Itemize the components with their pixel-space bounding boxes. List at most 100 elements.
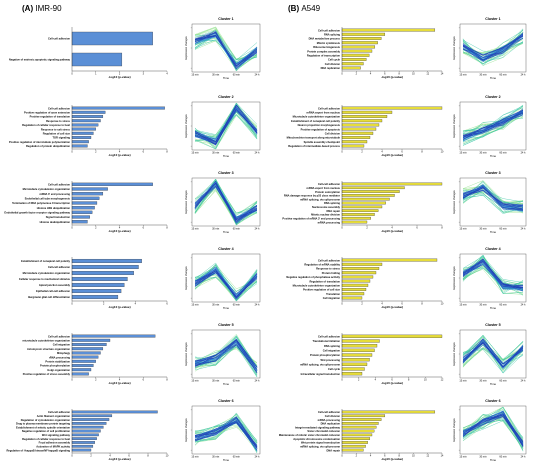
term-label: Regulation of cytoskeleton organization	[21, 418, 71, 422]
bar-tick-label: 12	[426, 455, 429, 458]
profile-time-label: 30 min	[212, 151, 220, 154]
expression-line	[462, 105, 524, 132]
expression-line	[194, 421, 258, 446]
bar	[71, 119, 101, 123]
expression-line	[462, 414, 524, 446]
bar	[341, 140, 368, 144]
term-label: Negative regulation of phosphatase activ…	[286, 275, 340, 279]
term-label: mRNA 3' end processing	[40, 192, 71, 196]
bar	[341, 288, 367, 291]
bar-tick-label: 8	[421, 151, 423, 154]
expression-line	[462, 335, 524, 360]
profile-lines	[194, 178, 258, 226]
term-label: Response to stress	[316, 267, 340, 271]
expression-line	[462, 255, 524, 283]
bar	[71, 418, 110, 421]
expression-line	[462, 105, 524, 141]
profile-y-label: Expression changes	[452, 36, 456, 60]
bar-x-label: -log10 (p-value)	[108, 381, 130, 385]
profile-time-label: 15 min	[459, 151, 467, 154]
bar-x-label: -log10 (p-value)	[108, 153, 130, 157]
bar	[71, 140, 89, 144]
bar	[341, 410, 436, 414]
profile-y-label: Expression changes	[184, 36, 188, 60]
expression-line	[194, 271, 258, 299]
bar	[341, 414, 386, 418]
expression-line	[194, 416, 258, 447]
term-label: Intracellular signal transduction	[301, 372, 341, 376]
term-label: Protein complex assembly	[307, 49, 340, 53]
term-label: Cell-cell adhesion	[318, 106, 340, 110]
term-label: Nucleosome assembly	[312, 205, 341, 209]
expression-line	[194, 421, 258, 449]
bar	[71, 106, 165, 110]
expression-line	[194, 182, 258, 221]
term-label: Wnt signaling pathway	[42, 433, 71, 437]
bar	[341, 372, 363, 376]
expression-line	[462, 33, 524, 56]
term-label: Regulation of cellular response to heat	[22, 123, 70, 127]
expression-line	[462, 342, 524, 367]
profile-time-label: 30 min	[212, 303, 220, 306]
bar	[341, 258, 438, 262]
bar	[341, 279, 371, 283]
profile-time-label: 30 min	[479, 73, 487, 76]
bar	[341, 49, 373, 53]
expression-line	[462, 186, 524, 211]
expression-line	[194, 276, 258, 300]
bar	[341, 441, 368, 444]
bar	[341, 220, 368, 224]
bar	[71, 136, 92, 139]
term-label: Neuron projection morphogenesis	[298, 123, 341, 127]
bar-tick-label: 2	[119, 73, 121, 76]
term-label: Cell-cell adhesion	[318, 28, 340, 32]
bar	[71, 288, 122, 294]
bar-x-label: -log10 (p-value)	[108, 305, 130, 309]
bar	[341, 216, 371, 220]
term-label: Actin filament organization	[37, 414, 71, 418]
expression-line	[194, 186, 258, 225]
term-label: mRNA processing	[318, 418, 341, 422]
term-label: Protein sumoylation	[315, 190, 340, 194]
term-label: Protein phosphorylation	[40, 364, 70, 368]
profile-time-label: 15 min	[459, 379, 467, 382]
expression-line	[462, 340, 524, 360]
profile-y-label: Expression changes	[452, 114, 456, 138]
expression-line	[194, 29, 258, 60]
bar-tick-label: 12	[441, 379, 444, 382]
term-label: Maintenance of mitotic sister chromatid …	[279, 433, 341, 437]
bar	[341, 213, 375, 216]
expression-line	[462, 413, 524, 442]
profile-x-label: Time	[223, 154, 230, 158]
bar-tick-label: 10	[412, 73, 415, 76]
term-label: Termination of RNA polymerase II transcr…	[12, 201, 70, 205]
expression-line	[462, 417, 524, 451]
bar-tick-label: 10	[412, 455, 415, 458]
term-label: Wnt processing	[321, 358, 341, 362]
term-label: Sister chromatid cohesion	[307, 429, 340, 433]
term-label: Cell cycle	[328, 58, 341, 62]
bar-tick-label: 0	[71, 455, 73, 458]
bar	[341, 32, 386, 36]
term-label: Positive regulation of apoptosis	[301, 127, 341, 131]
profile-time-label: 30 min	[212, 379, 220, 382]
bar-tick-label: 0	[71, 379, 73, 382]
bar-tick-label: 4	[381, 303, 383, 306]
profile-lines	[462, 104, 524, 146]
term-label: Microtubule cytoskeleton organization	[23, 271, 71, 275]
profile-time-label: 15 min	[191, 455, 199, 458]
bar-tick-label: 8	[166, 227, 168, 230]
term-label: Actomyosin structure organization	[27, 347, 70, 351]
profile-y-label: Expression changes	[184, 266, 188, 290]
bar	[71, 448, 92, 452]
profile-time-label: 15 min	[459, 73, 467, 76]
bar	[341, 344, 378, 348]
bar	[341, 37, 382, 40]
profile-time-label: 24 h	[521, 151, 526, 154]
profile-y-label: Expression changes	[452, 342, 456, 366]
cluster-title: Cluster 6	[218, 399, 233, 403]
bar-tick-label: 4	[370, 73, 372, 76]
profile-time-label: 15 min	[459, 227, 467, 230]
